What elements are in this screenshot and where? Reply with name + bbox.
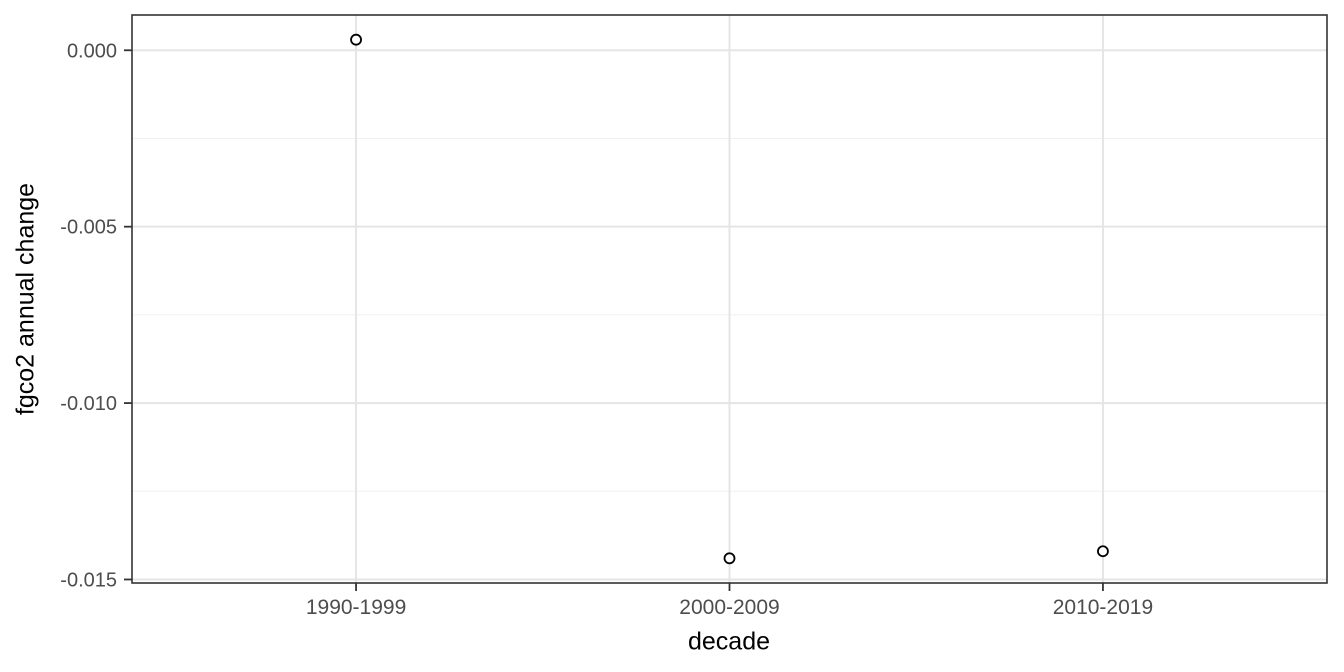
x-axis-title: decade [687, 627, 771, 656]
y-axis-title: fgco2 annual change [11, 182, 40, 416]
y-tick-label: -0.005 [60, 217, 117, 239]
x-tick-label: 1990-1999 [306, 596, 406, 619]
data-point [1097, 545, 1109, 558]
x-tick-label: 2000-2009 [679, 596, 779, 619]
y-tick-label: 0.000 [67, 40, 117, 62]
x-tick-label: 2010-2019 [1053, 596, 1153, 619]
y-tick-label: -0.015 [60, 569, 117, 591]
data-point [350, 33, 362, 46]
data-point [723, 552, 736, 565]
y-tick-label: -0.010 [60, 393, 117, 415]
